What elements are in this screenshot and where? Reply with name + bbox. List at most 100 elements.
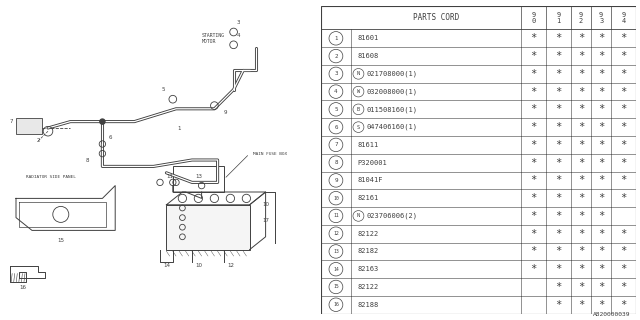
Text: 5: 5 xyxy=(334,107,338,112)
Text: *: * xyxy=(621,264,627,274)
Text: *: * xyxy=(598,104,604,114)
Text: *: * xyxy=(578,104,584,114)
Text: *: * xyxy=(621,87,627,97)
Text: *: * xyxy=(531,104,537,114)
Text: 10: 10 xyxy=(195,263,202,268)
Text: 17: 17 xyxy=(262,218,269,223)
Text: 15: 15 xyxy=(333,284,339,290)
Text: 9
2: 9 2 xyxy=(579,12,583,24)
Text: RADIATOR SIDE PANEL: RADIATOR SIDE PANEL xyxy=(26,175,76,179)
Text: 023706006(2): 023706006(2) xyxy=(367,213,417,219)
Text: *: * xyxy=(598,193,604,203)
Text: 81611: 81611 xyxy=(358,142,379,148)
Text: 3: 3 xyxy=(334,71,338,76)
Text: 10: 10 xyxy=(333,196,339,201)
Text: *: * xyxy=(556,211,562,221)
FancyBboxPatch shape xyxy=(16,118,42,134)
Text: *: * xyxy=(598,122,604,132)
Text: *: * xyxy=(531,51,537,61)
Text: *: * xyxy=(578,300,584,310)
Text: 16: 16 xyxy=(333,302,339,307)
Text: STARTING
MOTOR: STARTING MOTOR xyxy=(202,33,225,44)
Text: P320001: P320001 xyxy=(358,160,387,166)
Text: 82182: 82182 xyxy=(358,248,379,254)
Text: 82188: 82188 xyxy=(358,302,379,308)
Text: *: * xyxy=(598,229,604,239)
Text: *: * xyxy=(531,175,537,185)
Text: 9: 9 xyxy=(224,109,227,115)
Text: 81041F: 81041F xyxy=(358,177,383,183)
Text: *: * xyxy=(556,33,562,43)
Text: *: * xyxy=(531,158,537,168)
Circle shape xyxy=(100,119,105,124)
Text: 82122: 82122 xyxy=(358,231,379,237)
Text: W: W xyxy=(357,89,360,94)
Text: 1: 1 xyxy=(177,125,181,131)
Text: *: * xyxy=(556,140,562,150)
Text: 6: 6 xyxy=(109,135,112,140)
Text: *: * xyxy=(531,69,537,79)
Text: *: * xyxy=(621,51,627,61)
Text: 12: 12 xyxy=(333,231,339,236)
Text: S: S xyxy=(357,124,360,130)
Text: 4: 4 xyxy=(237,33,240,38)
Text: 4: 4 xyxy=(334,89,338,94)
Text: 8: 8 xyxy=(86,157,90,163)
Text: *: * xyxy=(621,193,627,203)
Text: *: * xyxy=(621,140,627,150)
Text: *: * xyxy=(621,229,627,239)
Text: *: * xyxy=(556,300,562,310)
Text: *: * xyxy=(531,87,537,97)
Text: *: * xyxy=(621,246,627,256)
Text: *: * xyxy=(598,51,604,61)
Text: *: * xyxy=(598,246,604,256)
Text: 11: 11 xyxy=(166,173,173,179)
Text: 10: 10 xyxy=(262,202,269,207)
Text: *: * xyxy=(531,193,537,203)
Text: *: * xyxy=(556,175,562,185)
Text: PARTS CORD: PARTS CORD xyxy=(413,13,459,22)
Text: 12: 12 xyxy=(227,263,234,268)
Text: A820000039: A820000039 xyxy=(593,312,630,317)
Text: *: * xyxy=(556,246,562,256)
Text: *: * xyxy=(531,264,537,274)
Text: 16: 16 xyxy=(19,285,26,290)
Text: *: * xyxy=(531,33,537,43)
Text: *: * xyxy=(598,300,604,310)
Text: *: * xyxy=(556,158,562,168)
Text: *: * xyxy=(556,122,562,132)
Text: 9
4: 9 4 xyxy=(621,12,626,24)
Text: 1: 1 xyxy=(334,36,338,41)
Text: *: * xyxy=(578,246,584,256)
Text: *: * xyxy=(556,264,562,274)
Text: B: B xyxy=(357,107,360,112)
Text: *: * xyxy=(531,229,537,239)
Text: *: * xyxy=(531,211,537,221)
Text: *: * xyxy=(578,193,584,203)
Text: 82163: 82163 xyxy=(358,266,379,272)
Text: *: * xyxy=(621,175,627,185)
Text: 3: 3 xyxy=(237,20,240,25)
Text: *: * xyxy=(578,264,584,274)
Text: 021708000(1): 021708000(1) xyxy=(367,71,417,77)
Text: *: * xyxy=(578,69,584,79)
Text: 9
0: 9 0 xyxy=(532,12,536,24)
Text: 11: 11 xyxy=(333,213,339,219)
Text: *: * xyxy=(598,264,604,274)
Text: 81608: 81608 xyxy=(358,53,379,59)
Text: 8: 8 xyxy=(334,160,338,165)
Text: *: * xyxy=(621,300,627,310)
Text: N: N xyxy=(357,71,360,76)
Text: 82161: 82161 xyxy=(358,195,379,201)
Text: *: * xyxy=(578,51,584,61)
Text: 13: 13 xyxy=(195,173,202,179)
Text: *: * xyxy=(578,122,584,132)
Text: *: * xyxy=(621,104,627,114)
Text: *: * xyxy=(621,122,627,132)
Text: MAIN FUSE BOX: MAIN FUSE BOX xyxy=(253,152,287,156)
FancyBboxPatch shape xyxy=(166,205,250,250)
Text: 14: 14 xyxy=(333,267,339,272)
Text: *: * xyxy=(556,87,562,97)
Text: *: * xyxy=(598,87,604,97)
Text: *: * xyxy=(598,158,604,168)
